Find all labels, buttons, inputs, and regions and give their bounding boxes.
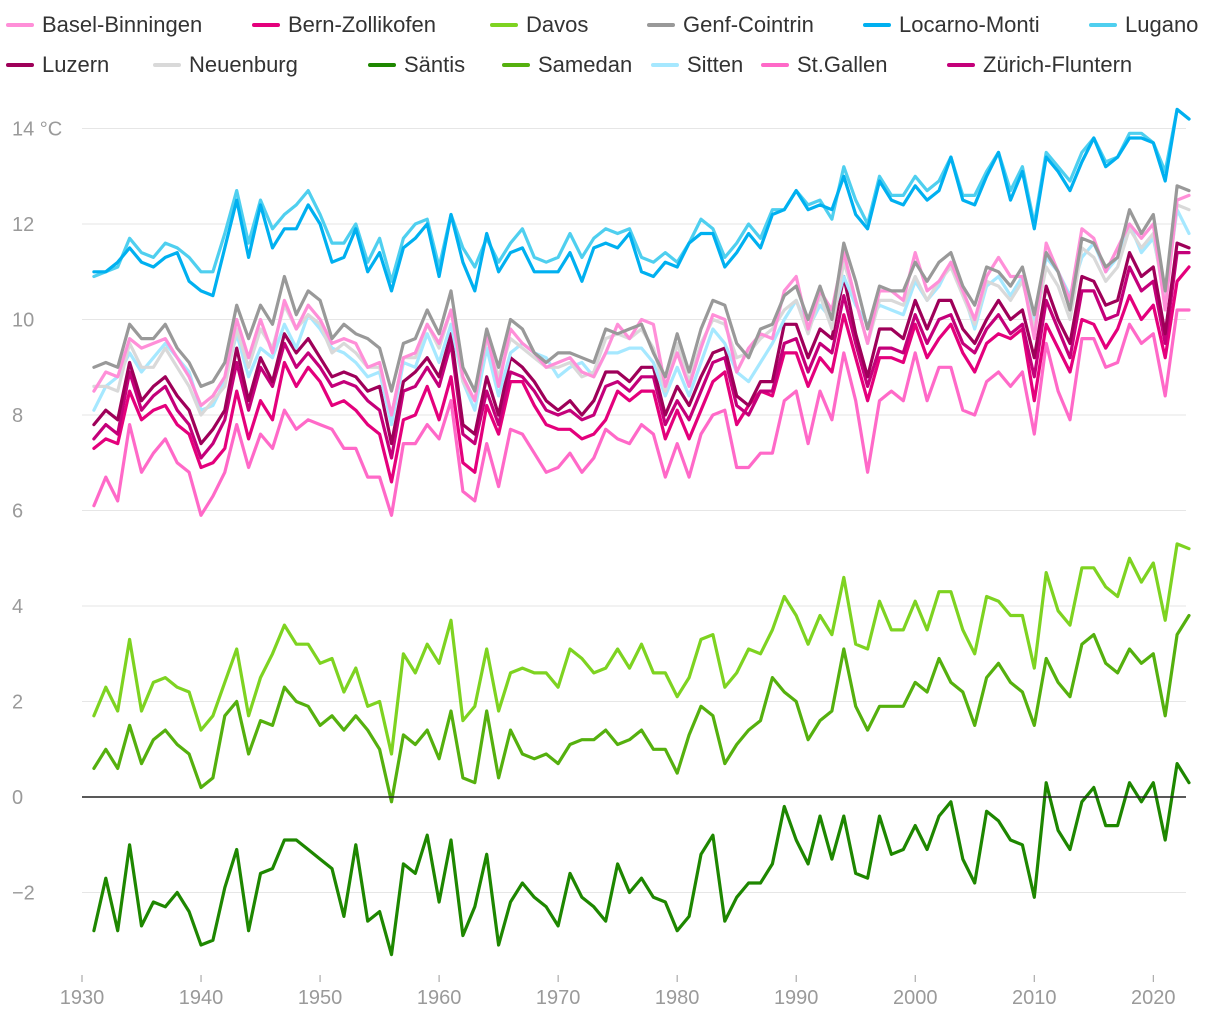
legend-swatch — [761, 63, 789, 67]
series-line-säntis — [92, 761, 1191, 957]
series-line-basel-binningen — [92, 193, 1191, 417]
legend-label: Genf-Cointrin — [683, 12, 814, 37]
legend-label: Davos — [526, 12, 589, 37]
legend-item: St.Gallen — [761, 48, 888, 82]
x-tick-label: 1950 — [298, 987, 343, 1009]
legend-label: Samedan — [538, 52, 633, 77]
legend-label: Lugano — [1125, 12, 1199, 37]
series-line-bern-zollikofen — [92, 265, 1191, 484]
x-tick-label: 1930 — [60, 987, 105, 1009]
legend-swatch — [651, 63, 679, 67]
x-tick-label: 1960 — [417, 987, 462, 1009]
x-tick-label: 1980 — [655, 987, 700, 1009]
x-axis: 1930 1940 1950 1960 1970 1980 1990 2000 2010 2020 — [60, 975, 1176, 1009]
legend-swatch — [490, 23, 518, 27]
y-axis-tick-labels: −2 0 2 4 6 8 10 12 14 °C — [12, 119, 62, 905]
legend-swatch — [153, 63, 181, 67]
legend-item: Bern-Zollikofen — [252, 8, 436, 42]
legend-swatch — [647, 23, 675, 27]
legend-item: Genf-Cointrin — [647, 8, 814, 42]
legend-swatch — [252, 23, 280, 27]
y-tick-label: 8 — [12, 405, 23, 427]
y-tick-label: 2 — [12, 692, 23, 714]
legend-swatch — [6, 63, 34, 67]
legend-label: Luzern — [42, 52, 110, 77]
legend-swatch — [6, 23, 34, 27]
y-tick-label: −2 — [12, 883, 35, 905]
series-line-samedan — [92, 613, 1191, 804]
y-tick-label: 14 °C — [12, 119, 62, 141]
legend-label: Bern-Zollikofen — [288, 12, 436, 37]
series-line-sitten — [92, 208, 1191, 427]
x-tick-label: 1990 — [774, 987, 819, 1009]
legend-label: Neuenburg — [189, 52, 298, 77]
series-line-locarno-monti — [92, 107, 1191, 298]
y-tick-label: 12 — [12, 214, 34, 236]
series-line-lugano — [92, 107, 1191, 283]
legend-label: Locarno-Monti — [899, 12, 1040, 37]
series-line-st-gallen — [92, 308, 1191, 517]
x-tick-label: 2010 — [1012, 987, 1057, 1009]
legend-label: Sitten — [687, 52, 744, 77]
x-tick-label: 2000 — [893, 987, 938, 1009]
legend-item: Neuenburg — [153, 48, 298, 82]
y-tick-label: 10 — [12, 310, 34, 332]
legend-swatch — [502, 63, 530, 67]
legend-swatch — [1089, 23, 1117, 27]
y-tick-label: 0 — [12, 787, 23, 809]
x-tick-label: 1970 — [536, 987, 581, 1009]
y-tick-label: 4 — [12, 596, 23, 618]
legend-item: Basel-Binningen — [6, 8, 202, 42]
series-line-davos — [92, 542, 1191, 756]
legend-item: Lugano — [1089, 8, 1198, 42]
legend-label: Säntis — [404, 52, 466, 77]
legend-label: Zürich-Fluntern — [983, 52, 1133, 77]
legend-item: Zürich-Fluntern — [947, 48, 1132, 82]
series-lines — [92, 107, 1191, 957]
legend-label: St.Gallen — [797, 52, 888, 77]
y-tick-label: 6 — [12, 501, 23, 523]
legend-label: Basel-Binningen — [42, 12, 203, 37]
legend-swatch — [863, 23, 891, 27]
series-line-luzern — [92, 241, 1191, 446]
x-tick-label: 2020 — [1131, 987, 1176, 1009]
series-line-genf-cointrin — [92, 184, 1191, 393]
legend-swatch — [368, 63, 396, 67]
legend-item: Luzern — [6, 48, 109, 82]
legend-item: Samedan — [502, 48, 632, 82]
legend-item: Säntis — [368, 48, 465, 82]
legend-item: Davos — [490, 8, 588, 42]
legend-item: Sitten — [651, 48, 743, 82]
legend-swatch — [947, 63, 975, 67]
legend-item: Locarno-Monti — [863, 8, 1040, 42]
x-tick-label: 1940 — [179, 987, 224, 1009]
